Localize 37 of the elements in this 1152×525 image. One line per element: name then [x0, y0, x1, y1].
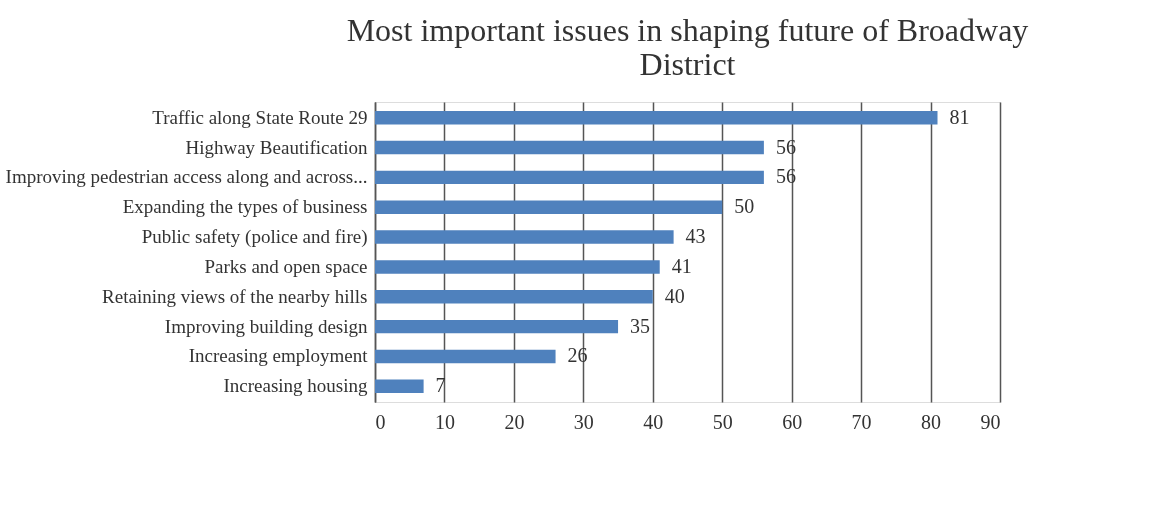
- bar: [375, 319, 619, 334]
- data-label: 43: [685, 225, 706, 248]
- x-tick-label: 0: [375, 410, 386, 433]
- bar: [375, 230, 674, 244]
- x-tick-label: 90: [980, 410, 1001, 433]
- bar: [375, 110, 938, 125]
- x-tick-label: 60: [782, 410, 803, 433]
- y-tick-label: Retaining views of the nearby hills: [102, 285, 368, 307]
- x-tick-label: 80: [921, 410, 942, 433]
- bar: [375, 349, 556, 364]
- y-tick-label: Traffic along State Route 29: [152, 106, 368, 128]
- bar: [375, 200, 723, 214]
- data-label: 81: [949, 105, 970, 128]
- x-tick-label: 10: [434, 410, 455, 433]
- chart-title: Most important issues in shaping future of Broadway District: [346, 12, 1029, 82]
- data-label: 35: [630, 314, 651, 337]
- bar: [375, 140, 764, 155]
- y-tick-label: Public safety (police and fire): [141, 226, 368, 249]
- x-tick-label: 50: [712, 410, 733, 433]
- y-tick-label: Parks and open space: [204, 255, 368, 277]
- data-label: 41: [671, 254, 692, 277]
- x-tick-label: 70: [851, 410, 872, 433]
- y-tick-label: Highway Beautification: [185, 136, 368, 158]
- y-tick-label: Improving building design: [164, 315, 368, 337]
- bar: [375, 170, 764, 185]
- bar: [375, 290, 653, 304]
- y-tick-label: Increasing housing: [223, 375, 368, 397]
- x-tick-label: 30: [573, 410, 594, 433]
- x-tick-label: 20: [504, 410, 525, 433]
- bar: [375, 260, 660, 274]
- x-tick-label: 40: [643, 410, 664, 433]
- data-label: 40: [664, 284, 685, 307]
- y-tick-label: Improving pedestrian access along and across...: [5, 166, 368, 188]
- bar: [375, 379, 424, 394]
- y-tick-label: Expanding the types of business: [122, 196, 368, 218]
- data-label: 50: [734, 195, 755, 218]
- y-tick-label: Increasing employment: [188, 345, 369, 367]
